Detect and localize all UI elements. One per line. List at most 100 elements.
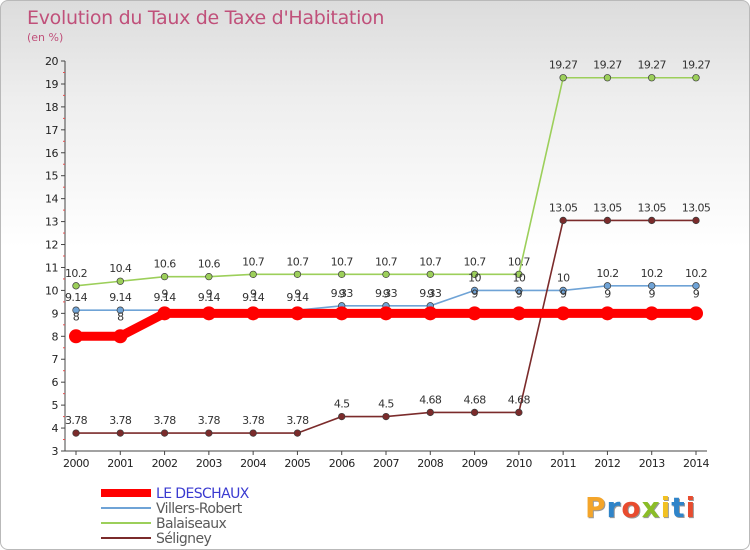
data-label: 9 [649, 287, 656, 300]
data-label: 3.78 [154, 414, 177, 427]
data-label: 9 [693, 287, 700, 300]
y-tick-label: 17 [45, 124, 58, 137]
data-point [692, 282, 700, 290]
data-point [72, 306, 80, 314]
data-point [116, 306, 124, 314]
y-tick-label: 20 [45, 55, 58, 68]
logo-letter: i [660, 491, 672, 524]
data-label: 10.7 [508, 255, 531, 268]
legend-label: Balaiseaux [156, 516, 227, 532]
y-tick-label: 15 [45, 170, 58, 183]
data-point [423, 306, 438, 321]
data-point [72, 429, 80, 437]
x-tick-label: 2006 [329, 457, 355, 470]
y-tick-label: 4 [52, 422, 59, 435]
data-label: 10.7 [242, 255, 265, 268]
data-point [290, 306, 305, 321]
data-label: 9 [161, 287, 168, 300]
x-tick-label: 2008 [417, 457, 443, 470]
legend-label: Villers-Robert [156, 501, 243, 517]
data-label: 10.7 [331, 255, 354, 268]
data-label: 8 [117, 310, 124, 323]
data-label: 4.68 [419, 393, 442, 406]
data-point [72, 282, 80, 290]
y-tick-label: 12 [45, 239, 58, 252]
data-label: 10.2 [596, 267, 618, 280]
data-point [648, 216, 656, 225]
data-label: 13.05 [637, 201, 666, 214]
data-label: 9 [516, 287, 523, 300]
data-point [515, 286, 523, 295]
data-point [470, 270, 479, 279]
data-point [338, 270, 346, 279]
data-label: 9.14 [154, 291, 177, 304]
data-label: 3.78 [109, 414, 132, 427]
data-point [689, 306, 703, 321]
data-label: 10.4 [109, 262, 132, 275]
data-point [334, 306, 349, 321]
data-label: 4.68 [508, 393, 531, 406]
chart-title: Evolution du Taux de Taxe d'Habitation [27, 7, 385, 29]
data-point [201, 306, 216, 321]
data-point [338, 412, 346, 421]
data-label: 9 [560, 287, 567, 300]
data-label: 9.33 [375, 287, 398, 300]
data-label: 10.2 [65, 267, 87, 280]
data-point [426, 270, 434, 279]
data-point [205, 429, 213, 437]
data-point [160, 272, 169, 281]
data-point [511, 306, 526, 321]
data-point [603, 282, 612, 290]
x-tick-label: 2000 [63, 457, 89, 470]
data-point [559, 286, 567, 295]
proxiti-logo: Proxiti [585, 491, 696, 524]
y-tick-label: 9 [52, 307, 59, 320]
data-label: 10.2 [685, 267, 707, 280]
x-tick-label: 2002 [152, 457, 178, 470]
data-point [293, 429, 302, 437]
data-point [293, 270, 302, 279]
logo-letter: x [641, 491, 661, 524]
data-label: 3.78 [65, 414, 88, 427]
x-tick-label: 2014 [683, 457, 709, 470]
data-point [600, 306, 615, 321]
data-point [379, 306, 393, 321]
data-label: 3.78 [198, 414, 221, 427]
data-label: 10.2 [641, 267, 663, 280]
data-label: 9 [339, 287, 346, 300]
data-label: 4.68 [464, 393, 487, 406]
data-label: 19.27 [682, 59, 711, 72]
y-tick-label: 6 [52, 376, 59, 389]
y-tick-label: 19 [45, 78, 58, 91]
data-point [470, 408, 479, 417]
data-label: 10.6 [198, 258, 221, 271]
x-tick-label: 2013 [639, 457, 665, 470]
data-point [116, 429, 124, 437]
data-label: 4.5 [378, 398, 394, 411]
data-label: 9.14 [242, 291, 265, 304]
data-label: 9.33 [331, 287, 354, 300]
data-point [603, 74, 612, 82]
x-tick-label: 2001 [107, 457, 133, 470]
data-point [692, 74, 700, 82]
data-point [556, 306, 571, 321]
data-label: 19.27 [637, 59, 666, 72]
data-label: 9.14 [198, 291, 221, 304]
data-label: 19.27 [593, 59, 622, 72]
data-label: 3.78 [242, 414, 265, 427]
data-label: 9.14 [109, 291, 132, 304]
data-point [559, 216, 567, 225]
data-point [246, 306, 261, 321]
x-tick-label: 2005 [284, 457, 310, 470]
data-label: 8 [73, 310, 80, 323]
data-label: 9.14 [286, 291, 309, 304]
x-tick-label: 2007 [373, 457, 399, 470]
data-label: 10.6 [154, 258, 177, 271]
y-tick-label: 7 [52, 353, 59, 366]
x-tick-label: 2009 [462, 457, 488, 470]
data-label: 4.5 [334, 398, 350, 411]
data-label: 9 [427, 287, 434, 300]
data-label: 9 [206, 287, 213, 300]
data-point [249, 429, 257, 437]
logo-letter: t [671, 491, 686, 524]
